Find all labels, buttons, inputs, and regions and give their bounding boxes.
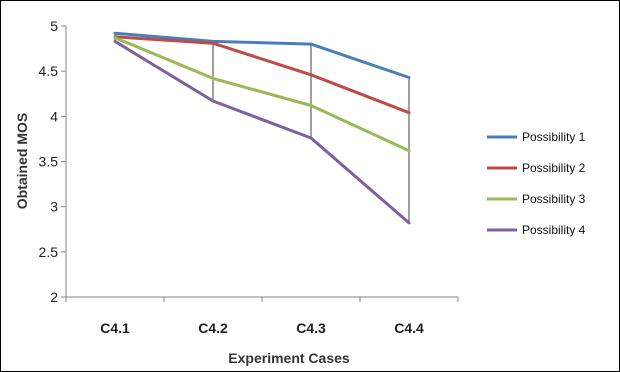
series-line-1 — [113, 31, 411, 79]
series-lines — [113, 31, 411, 225]
series-line-4 — [113, 39, 411, 225]
legend-label-1: Possibility 1 — [522, 130, 586, 144]
y-tick-label: 4 — [50, 108, 58, 124]
y-tick-label: 2.5 — [39, 244, 59, 260]
x-tick-label: C4.2 — [198, 320, 228, 336]
x-tick-label: C4.3 — [296, 320, 326, 336]
axes: 2 2.5 3 3.5 4 4.5 5 C4.1 C4.2 C4.3 C4.4 — [39, 18, 459, 336]
series-line-2 — [113, 35, 411, 115]
legend-label-2: Possibility 2 — [522, 161, 586, 175]
x-tick-label: C4.1 — [100, 320, 130, 336]
y-tick-label: 5 — [50, 18, 58, 34]
y-tick-label: 3.5 — [39, 154, 59, 170]
x-tick-label: C4.4 — [394, 320, 424, 336]
y-tick-label: 4.5 — [39, 63, 59, 79]
legend: Possibility 1 Possibility 2 Possibility 3 P… — [487, 130, 586, 237]
y-tick-label: 2 — [50, 289, 58, 305]
legend-label-4: Possibility 4 — [522, 223, 586, 237]
series-line-3 — [113, 36, 411, 153]
x-axis-title: Experiment Cases — [228, 350, 350, 366]
legend-label-3: Possibility 3 — [522, 192, 586, 206]
y-tick-label: 3 — [50, 199, 58, 215]
y-axis-title: Obtained MOS — [14, 113, 30, 209]
